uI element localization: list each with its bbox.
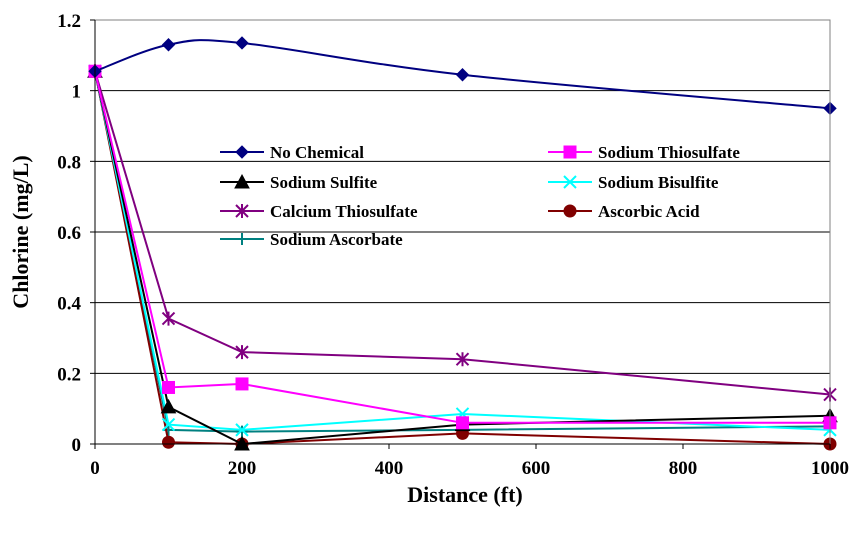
data-point	[235, 36, 249, 50]
legend-label: Sodium Bisulfite	[598, 173, 719, 192]
series-sodium-bisulfite	[88, 64, 837, 437]
data-point	[563, 175, 577, 189]
data-point	[161, 417, 176, 432]
data-point	[563, 145, 577, 159]
y-tick-label: 0.4	[57, 294, 81, 315]
legend-item: Calcium Thiosulfate	[220, 202, 418, 221]
x-tick-label: 200	[228, 458, 257, 479]
data-point	[234, 173, 250, 189]
tick-labels: 0 0.2 0.4 0.6 0.8 1 1.2 0 200 400 600 800 1000	[57, 11, 849, 479]
x-tick-label: 800	[669, 458, 698, 479]
x-tick-label: 0	[90, 458, 100, 479]
legend-label: Calcium Thiosulfate	[270, 202, 418, 221]
x-tick-label: 600	[522, 458, 551, 479]
series-calcium-thiosulfate	[88, 64, 837, 402]
data-point	[455, 352, 470, 367]
x-axis-title: Distance (ft)	[407, 482, 522, 507]
data-point	[160, 398, 177, 414]
data-point	[235, 145, 249, 159]
y-tick-label: 0.2	[57, 364, 81, 385]
y-axis-title: Chlorine (mg/L)	[8, 155, 33, 308]
series-layer	[87, 36, 838, 451]
y-tick-label: 0.8	[57, 152, 81, 173]
data-point	[161, 311, 176, 326]
legend-item: Sodium Thiosulfate	[548, 143, 740, 162]
data-point	[236, 425, 248, 438]
series-sodium-thiosulfate	[88, 64, 837, 430]
data-point	[455, 68, 470, 82]
y-tick-label: 0	[72, 435, 82, 456]
legend-item: Ascorbic Acid	[548, 202, 700, 221]
data-point	[235, 423, 249, 437]
legend-item: Sodium Ascorbate	[220, 230, 403, 249]
series-line	[94, 71, 831, 446]
y-tick-label: 0.6	[57, 223, 81, 244]
data-point	[563, 204, 577, 218]
series-line	[94, 70, 831, 396]
legend-item: No Chemical	[220, 143, 364, 162]
series-no-chemical	[88, 36, 837, 116]
legend-item: Sodium Bisulfite	[548, 173, 719, 192]
series-line	[94, 71, 831, 431]
x-tick-label: 400	[375, 458, 404, 479]
legend-label: Sodium Thiosulfate	[598, 143, 740, 162]
data-point	[235, 204, 249, 218]
legend-label: Sodium Ascorbate	[270, 230, 403, 249]
data-point	[161, 38, 176, 52]
data-point	[236, 233, 248, 245]
series-sodium-ascorbate	[89, 65, 836, 438]
series-line	[94, 71, 831, 446]
legend: No Chemical Sodium Thiosulfate Sodium Sulf…	[220, 143, 740, 249]
data-point	[235, 377, 249, 391]
y-tick-label: 1.2	[57, 11, 81, 32]
data-point	[456, 416, 469, 430]
series-line	[94, 71, 831, 433]
legend-item: Sodium Sulfite	[220, 173, 378, 192]
series-ascorbic-acid	[88, 64, 837, 451]
series-line	[94, 71, 830, 424]
legend-label: Ascorbic Acid	[598, 202, 700, 221]
legend-label: No Chemical	[270, 143, 364, 162]
plot-frame	[90, 19, 831, 449]
data-point	[162, 380, 175, 394]
legend-label: Sodium Sulfite	[270, 173, 378, 192]
series-sodium-sulfite	[87, 63, 838, 451]
y-tick-label: 1	[72, 82, 82, 103]
x-tick-label: 1000	[811, 458, 849, 479]
data-point	[235, 345, 249, 360]
data-point	[162, 435, 175, 449]
